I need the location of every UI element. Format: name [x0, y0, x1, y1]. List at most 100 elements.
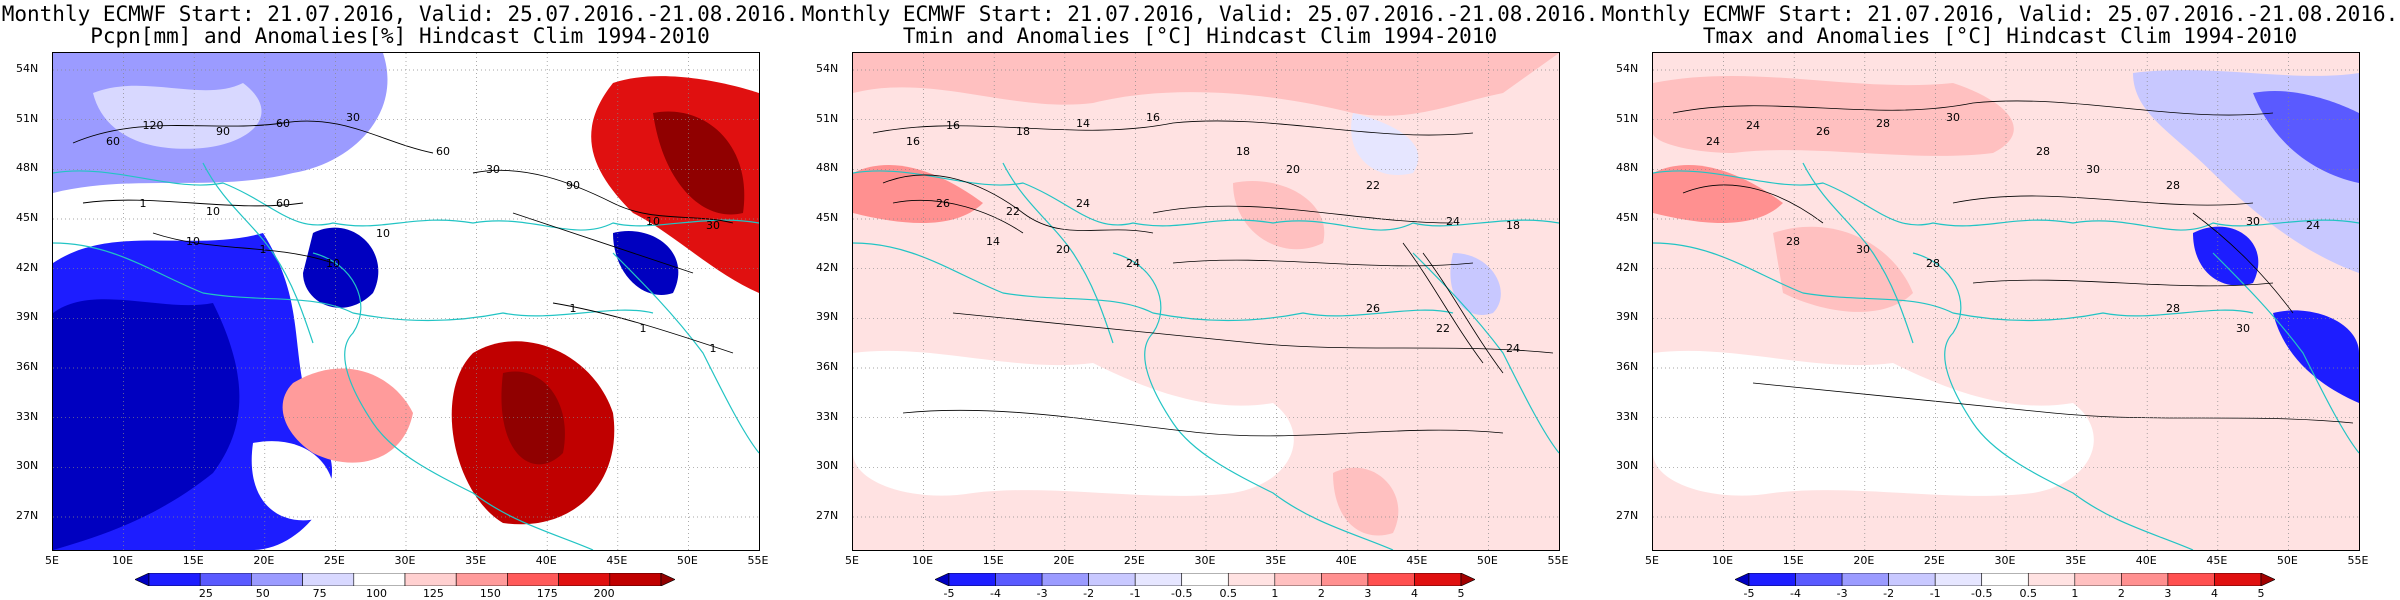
anomaly-region — [653, 111, 745, 215]
colorbar-tick-label: 4 — [1410, 587, 1418, 600]
longitude-tick-label: 20E — [1853, 554, 1875, 567]
longitude-tick-label: 45E — [2206, 554, 2228, 567]
colorbar-segment — [1841, 573, 1889, 586]
contour-line — [152, 232, 334, 264]
latitude-tick-label: 27N — [16, 509, 39, 522]
contour-label: 26 — [1816, 125, 1830, 138]
contour-line — [2192, 212, 2294, 314]
longitude-tick-label: 55E — [747, 554, 769, 567]
latitude-tick-label: 51N — [16, 111, 39, 125]
contour-label: 16 — [946, 119, 960, 132]
contour-line — [882, 174, 1154, 234]
contour-group — [1672, 100, 2354, 424]
anomaly-region — [1653, 350, 2094, 496]
coastline — [312, 252, 594, 550]
contour-label: 10 — [646, 215, 660, 228]
colorbar-overflow-triangle — [660, 573, 675, 586]
contour-label: 24 — [2306, 219, 2320, 232]
longitude-tick-label: 30E — [394, 554, 416, 567]
colorbar-tick-label: 2 — [1317, 587, 1325, 600]
longitude-tick-label: 45E — [1406, 554, 1428, 567]
colorbar-overflow-triangle — [2260, 573, 2275, 586]
contour-label: 28 — [1786, 235, 1800, 248]
longitude-tick-label: 20E — [1053, 554, 1075, 567]
anomaly-region — [1351, 113, 1419, 175]
coastline-group — [53, 162, 759, 550]
colorbar-segment — [1748, 573, 1796, 586]
contour-label: 24 — [1126, 257, 1140, 270]
colorbar-segment — [2074, 573, 2122, 586]
latitude-tick-label: 42N — [816, 260, 839, 274]
colorbar-tick-label: 0.5 — [1219, 587, 1238, 600]
contour-label: 26 — [936, 197, 950, 210]
longitude-tick-label: 50E — [676, 554, 698, 567]
colorbar-tick-label: -5 — [1743, 587, 1755, 600]
colorbar-tick-label: 5 — [2257, 587, 2265, 600]
contour-line — [952, 312, 1554, 354]
longitude-tick-label: 35E — [465, 554, 487, 567]
missing-data-region — [251, 441, 335, 521]
colorbar-tick-label: -2 — [1883, 587, 1895, 600]
anomaly-region — [1653, 164, 1783, 223]
contour-label: 24 — [1506, 342, 1520, 355]
contour-line — [892, 199, 1024, 234]
colorbar-tick-label: 125 — [422, 587, 444, 600]
latitude-tick-label: 42N — [1616, 260, 1639, 274]
colorbar-tick-label: 75 — [312, 587, 327, 600]
contour-line — [1422, 252, 1504, 374]
contour-label: 14 — [1076, 117, 1090, 130]
colorbar-tick-label: -1 — [1929, 587, 1941, 600]
latitude-tick-label: 51N — [1616, 111, 1639, 125]
contour-line — [1152, 205, 1454, 224]
longitude-tick-label: 30E — [1194, 554, 1216, 567]
contour-label: 1 — [710, 342, 717, 355]
colorbar-tick-label: 1 — [2071, 587, 2079, 600]
contour-line — [1672, 100, 2274, 116]
tmax-panel: Monthly ECMWF Start: 21.07.2016, Valid: … — [1600, 0, 2400, 600]
latitude-tick-label: 54N — [1616, 62, 1639, 75]
latitude-tick-label: 54N — [16, 62, 39, 75]
contour-label: 22 — [1006, 205, 1020, 218]
precip-panel: Monthly ECMWF Start: 21.07.2016, Valid: … — [0, 0, 800, 600]
contour-label: 10 — [376, 227, 390, 240]
colorbar-segment — [2214, 573, 2262, 586]
contour-label: 16 — [1146, 111, 1160, 124]
panel-title-line2: Pcpn[mm] and Anomalies[%] Hindcast Clim … — [90, 24, 710, 48]
colorbar-segment — [148, 573, 201, 586]
contour-label: 60 — [276, 197, 290, 210]
latitude-tick-label: 42N — [16, 260, 39, 274]
contour-label: 90 — [216, 125, 230, 138]
colorbar-tick-label: 1 — [1271, 587, 1279, 600]
latitude-tick-label: 39N — [816, 310, 839, 324]
colorbar-segment — [507, 573, 559, 586]
tmin-map: 16 16 18 14 16 18 20 22 24 18 14 20 24 26 22 24 26 22 24 — [852, 52, 1560, 551]
contour-label: 30 — [346, 111, 360, 124]
longitude-tick-label: 20E — [253, 554, 275, 567]
colorbar — [135, 573, 675, 586]
colorbar-segment — [1367, 573, 1415, 586]
colorbar-segment — [1088, 573, 1136, 586]
coastline — [1653, 242, 2254, 322]
coastline — [53, 242, 654, 322]
colorbar-tick-label: 5 — [1457, 587, 1465, 600]
contour-label: 30 — [1946, 111, 1960, 124]
colorbar-tick-label: 2 — [2117, 587, 2125, 600]
latitude-tick-label: 27N — [816, 509, 839, 522]
panel-title-line1: Monthly ECMWF Start: 21.07.2016, Valid: … — [1601, 2, 2399, 26]
colorbar-segment — [199, 573, 252, 586]
longitude-tick-label: 5E — [845, 554, 859, 567]
tmin-panel: Monthly ECMWF Start: 21.07.2016, Valid: … — [800, 0, 1600, 600]
colorbar-tick-label: -3 — [1836, 587, 1848, 600]
longitude-tick-label: 5E — [1645, 554, 1659, 567]
contour-label: 20 — [1056, 243, 1070, 256]
colorbar-segment — [2167, 573, 2215, 586]
coastline-group — [853, 162, 1559, 550]
anomaly-region — [1773, 226, 1913, 312]
latitude-tick-label: 30N — [1616, 459, 1639, 473]
colorbar-segment — [302, 573, 355, 586]
missing-data-region — [383, 336, 435, 386]
coastline — [1412, 252, 1559, 454]
colorbar — [935, 573, 1475, 586]
coastline — [202, 162, 314, 344]
